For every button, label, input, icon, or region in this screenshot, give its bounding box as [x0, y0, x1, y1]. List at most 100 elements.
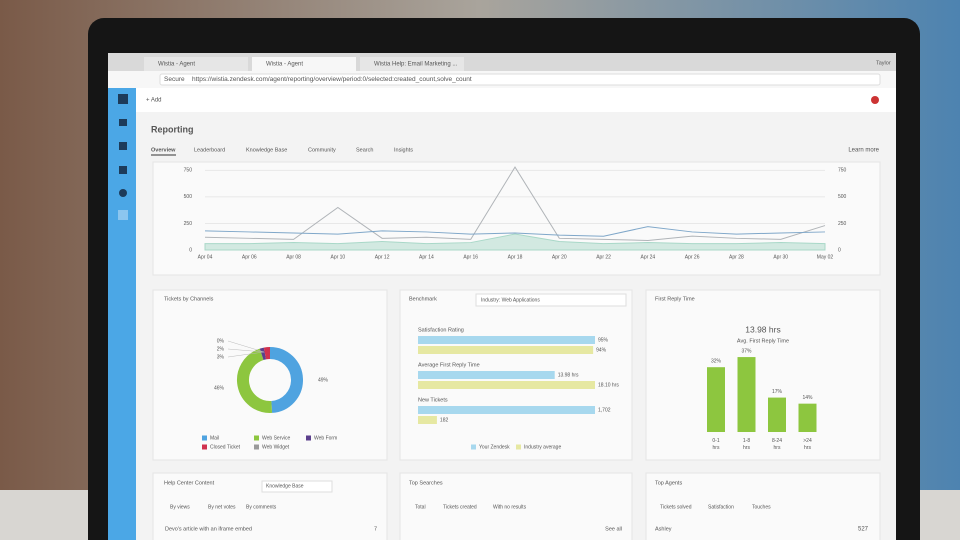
sub-tab[interactable]: Tickets solved	[660, 504, 692, 510]
url-field[interactable]	[159, 73, 881, 86]
sub-tab[interactable]: With no results	[493, 504, 527, 510]
nav-tab[interactable]: Leaderboard	[194, 147, 225, 153]
benchmark-bar	[418, 336, 595, 344]
x-tick-label: Apr 24	[640, 254, 655, 260]
industry-filter[interactable]: Industry: Web Applications	[481, 297, 540, 303]
kb-select[interactable]	[261, 480, 333, 493]
agent-name: Ashley	[655, 526, 672, 532]
sub-tab[interactable]: Total	[415, 504, 426, 510]
legend-label: Web Widget	[262, 444, 290, 450]
data-label: 18.10 hrs	[598, 382, 619, 388]
x-tick-label: Apr 08	[286, 254, 301, 260]
secure-label: Secure	[164, 76, 185, 83]
subtitle: Avg. First Reply Time	[737, 338, 789, 344]
legend-swatch	[202, 444, 207, 450]
add-button[interactable]: + Add	[146, 98, 162, 104]
data-label: 3%	[217, 354, 225, 360]
x-tick-label: Apr 12	[375, 254, 390, 260]
nav-tab[interactable]: Knowledge Base	[246, 147, 287, 153]
x-tick-label: 0-1 hrs	[712, 438, 720, 451]
app-header	[136, 88, 896, 112]
leader-line	[227, 351, 265, 358]
leader-line	[227, 340, 265, 353]
legend-label: Web Service	[262, 435, 290, 441]
line	[204, 226, 826, 237]
benchmark-bar	[418, 371, 555, 379]
benchmark-bar	[418, 416, 437, 424]
benchmark-bar	[418, 406, 595, 414]
panel-title: Top Searches	[409, 480, 443, 486]
url-text: https://wistia.zendesk.com/agent/reporti…	[192, 76, 472, 83]
channels-panel	[152, 289, 388, 461]
nav-tab[interactable]: Community	[308, 147, 336, 153]
y-tick-label: 750	[184, 168, 193, 174]
nav-icon[interactable]	[119, 189, 127, 197]
nav-tab[interactable]: Search	[356, 147, 373, 153]
x-tick-label: Apr 26	[685, 254, 700, 260]
y2-tick-label: 250	[838, 221, 847, 227]
data-label: 2%	[217, 346, 225, 352]
sub-tab[interactable]: By comments	[246, 504, 277, 510]
see-all-link[interactable]: See all	[605, 526, 622, 532]
tab-title[interactable]: Wistia Help: Email Marketing ...	[374, 62, 458, 68]
tab-title[interactable]: Wistia - Agent	[158, 62, 195, 68]
legend-swatch	[254, 444, 259, 450]
nav-icon[interactable]	[118, 210, 128, 220]
browser-tab[interactable]	[144, 57, 248, 71]
bar	[737, 357, 756, 432]
x-tick-label: Apr 30	[773, 254, 788, 260]
sub-tab[interactable]: Touches	[752, 504, 771, 510]
donut-slice	[269, 347, 303, 413]
legend-swatch	[254, 435, 259, 441]
data-label: 0%	[217, 338, 225, 344]
panel-title: Tickets by Channels	[164, 296, 214, 302]
sub-tab[interactable]: Satisfaction	[708, 504, 734, 510]
x-tick-label: 8-24 hrs	[772, 438, 782, 451]
sub-tab[interactable]: By views	[170, 504, 190, 510]
sub-tab[interactable]: By net votes	[208, 504, 236, 510]
browser-tab[interactable]	[252, 57, 356, 71]
kb-filter[interactable]: Knowledge Base	[266, 483, 304, 489]
avatar[interactable]	[871, 96, 879, 104]
panel-title: Help Center Content	[164, 480, 215, 486]
sidebar	[108, 88, 136, 540]
nav-tab[interactable]: Insights	[394, 147, 413, 153]
line	[204, 166, 826, 241]
page-title: Reporting	[151, 124, 194, 134]
legend-label: Closed Ticket	[210, 444, 241, 450]
nav-tab[interactable]: Overview	[151, 147, 176, 153]
data-label: 13.98 hrs	[558, 372, 579, 378]
industry-select[interactable]	[475, 293, 627, 307]
legend-label: Mail	[210, 435, 219, 441]
bar	[798, 403, 817, 432]
donut-slice	[237, 348, 273, 413]
legend-swatch	[306, 435, 311, 441]
bar	[707, 367, 725, 432]
x-tick-label: Apr 28	[729, 254, 744, 260]
nav-icon[interactable]	[119, 142, 127, 150]
data-label: 95%	[598, 337, 609, 343]
donut-slice	[259, 347, 267, 361]
learn-more-link[interactable]: Learn more	[848, 148, 879, 154]
legend-swatch	[202, 435, 207, 441]
benchmark-bar	[418, 346, 594, 354]
y2-tick-label: 0	[838, 247, 841, 253]
browser-tab[interactable]	[360, 57, 464, 71]
legend-label: Your Zendesk	[479, 444, 510, 450]
nav-icon[interactable]	[119, 166, 127, 174]
x-tick-label: Apr 14	[419, 254, 434, 260]
nav-icon[interactable]	[119, 119, 127, 126]
article-title: Devo's article with an iframe embed	[165, 526, 252, 532]
data-label: 1,702	[598, 407, 611, 413]
logo[interactable]	[118, 94, 128, 104]
user-name: Taylor	[876, 60, 891, 66]
legend-label: Web Form	[314, 435, 337, 441]
sub-tab[interactable]: Tickets created	[443, 504, 477, 510]
tab-title[interactable]: Wistia - Agent	[266, 62, 303, 68]
x-tick-label: Apr 18	[508, 254, 523, 260]
data-label: 37%	[741, 348, 752, 354]
metric-name: Satisfaction Rating	[418, 327, 464, 333]
y-tick-label: 0	[189, 247, 192, 253]
